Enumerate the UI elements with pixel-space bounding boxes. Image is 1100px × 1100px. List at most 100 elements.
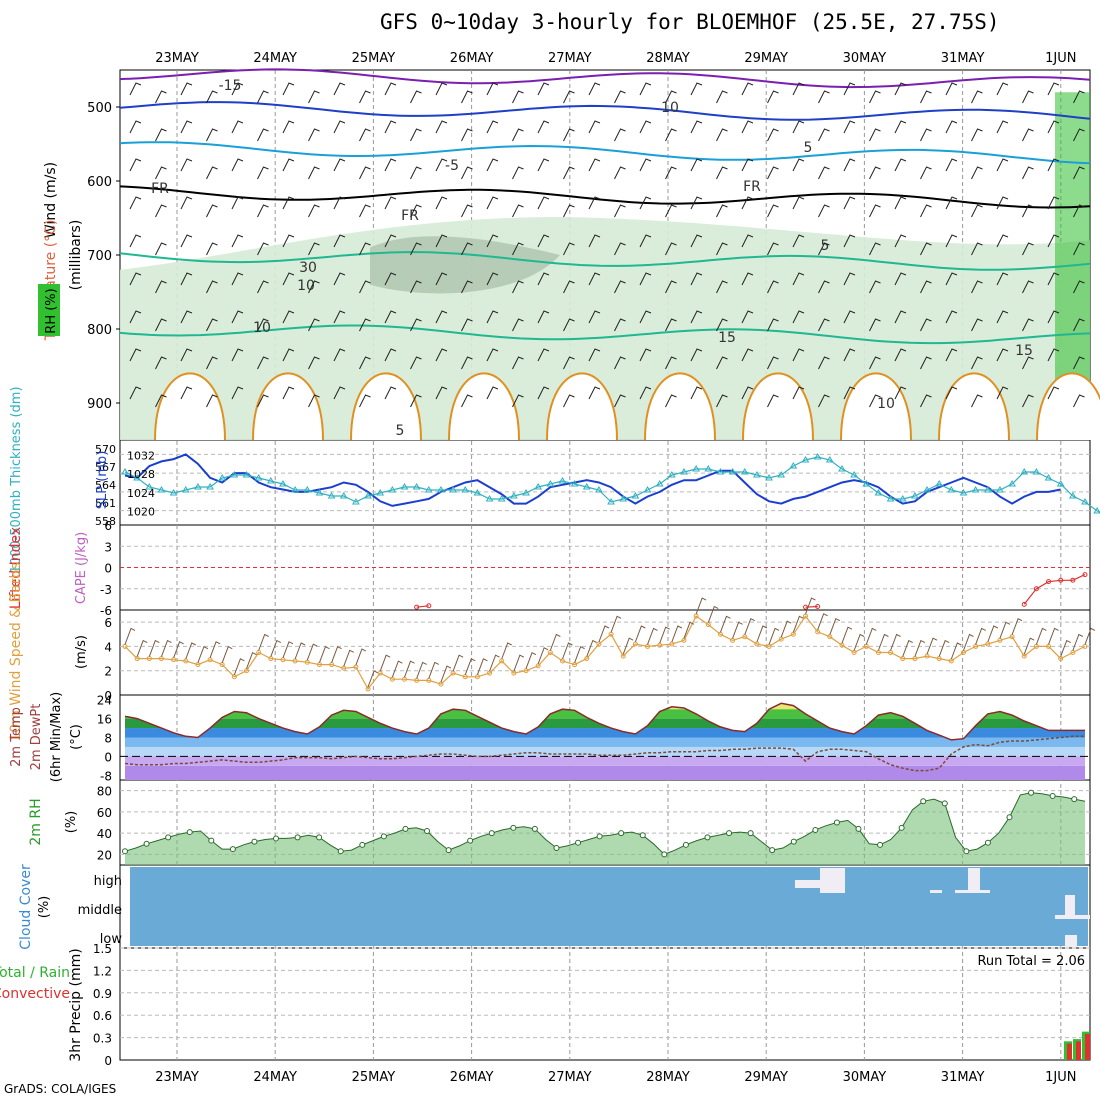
wind-barb <box>155 280 167 294</box>
wind-barb <box>971 128 983 142</box>
wind-barb <box>129 310 142 324</box>
precip-tick-label: 1.2 <box>93 964 112 978</box>
rh-marker <box>337 848 344 855</box>
contour-label: 15 <box>1015 343 1033 359</box>
rh-legend-swatch <box>38 284 60 336</box>
thickness-marker <box>266 477 275 484</box>
thickness-marker <box>145 483 154 490</box>
wind10-barb <box>890 633 901 651</box>
temp-contour-warm <box>546 372 618 441</box>
thickness-marker <box>680 468 688 475</box>
rh-marker <box>1028 789 1035 796</box>
wind-barb <box>231 234 244 248</box>
wind-barb <box>308 242 320 256</box>
wind-barb <box>231 386 244 400</box>
wind10-barb <box>173 641 184 658</box>
thickness-marker <box>910 492 919 499</box>
thickness-marker <box>1068 492 1077 499</box>
thickness-tick-label: 570 <box>95 443 116 456</box>
rh-marker <box>769 847 776 854</box>
wind-barb <box>563 204 575 218</box>
wind-barb <box>843 234 856 248</box>
wind-barb <box>1022 280 1034 294</box>
cloud-bar <box>930 890 942 893</box>
wind10-barb <box>574 645 585 663</box>
wind-barb <box>512 242 524 256</box>
contour-label: 10 <box>877 396 895 412</box>
wind-barb <box>359 356 371 370</box>
wind-barb <box>384 386 397 400</box>
wind-barb <box>741 272 754 286</box>
thickness-marker <box>716 468 725 475</box>
rh-marker <box>1049 792 1056 799</box>
wind-barb <box>1022 242 1034 256</box>
wind-barb <box>792 348 805 362</box>
wind-barb <box>588 234 601 248</box>
wind10-tick-label: 2 <box>104 665 112 679</box>
axis-label-rh2m: 2m RH <box>28 798 44 845</box>
wind-barb <box>512 166 524 180</box>
wind-barb <box>1047 310 1060 324</box>
wind-barb <box>410 166 422 180</box>
wind-barb <box>665 280 677 294</box>
lifted-tick-label: -3 <box>100 583 112 597</box>
lifted-marker <box>1033 586 1039 592</box>
wind-barb <box>767 318 779 332</box>
temp-band <box>125 703 1085 710</box>
wind-barb <box>843 196 856 210</box>
wind10-barb <box>914 639 926 657</box>
wind-barb <box>155 318 167 332</box>
wind-barb <box>996 158 1009 172</box>
temp-contour-warm <box>448 372 520 441</box>
wind-barb <box>308 318 320 332</box>
rh-marker <box>575 839 582 846</box>
lifted-marker <box>1046 579 1052 585</box>
wind-barb <box>1022 204 1034 218</box>
slp-tick-label: 1028 <box>127 468 155 481</box>
thickness-marker <box>923 486 931 493</box>
wind-barb <box>180 272 193 286</box>
wind-barb <box>1073 204 1085 218</box>
thickness-marker <box>935 480 944 487</box>
wind-barb <box>869 128 881 142</box>
wind-barb <box>767 356 779 370</box>
rh-marker <box>833 819 840 826</box>
wind-barb <box>461 166 473 180</box>
wind-barb <box>333 386 346 400</box>
wind-barb <box>996 272 1009 286</box>
axis-label-thickness: 1000-500mb Thickness (dm) <box>9 386 24 573</box>
thickness-marker <box>376 489 385 496</box>
rh-marker <box>963 848 970 855</box>
wind-barb <box>231 158 244 172</box>
wind-barb <box>1073 356 1085 370</box>
wind-barb <box>333 310 346 324</box>
date-label-top: 27MAY <box>548 51 592 66</box>
wind-barb <box>333 120 346 134</box>
wind-barb <box>818 280 830 294</box>
thickness-marker <box>825 456 834 463</box>
cloud-level-high: high <box>94 874 122 889</box>
rh-area <box>125 792 1085 865</box>
wind10-barb <box>513 654 525 672</box>
thickness-marker <box>1093 507 1100 514</box>
wind10-barb <box>148 639 160 657</box>
wind-barb <box>971 242 983 256</box>
wind10-barb <box>318 645 330 663</box>
wind-barb <box>665 166 677 180</box>
temp-tick-label: 16 <box>97 713 112 727</box>
slp-tick-label: 1020 <box>127 506 155 519</box>
thickness-marker <box>534 483 543 490</box>
panel-frame <box>119 439 1091 526</box>
rh-marker <box>316 834 323 841</box>
wind-barb <box>359 166 371 180</box>
wind-barb <box>231 310 244 324</box>
wind-barb <box>792 234 805 248</box>
wind-barb <box>129 158 142 172</box>
wind-barb <box>996 310 1009 324</box>
thickness-marker <box>497 495 506 502</box>
thickness-marker <box>765 474 773 481</box>
wind-barb <box>537 348 550 362</box>
wind-barb <box>945 82 958 96</box>
thickness-marker <box>400 483 409 490</box>
thickness-marker <box>352 498 360 505</box>
